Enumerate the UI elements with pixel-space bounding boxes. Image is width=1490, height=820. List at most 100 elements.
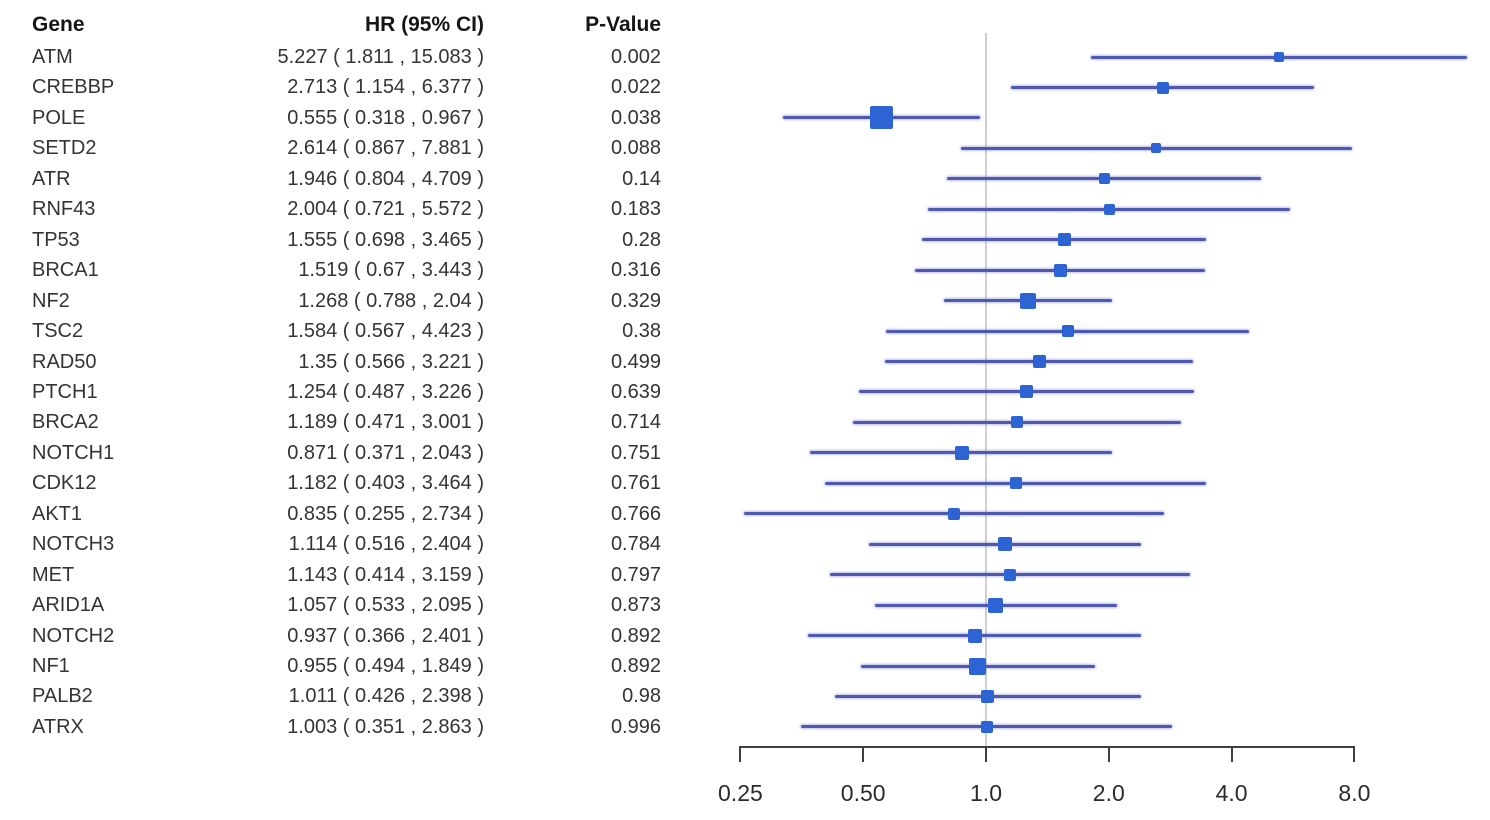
p-value: 0.14 [622,167,661,190]
hr-ci-value: 1.584 ( 0.567 , 4.423 ) [287,320,484,343]
hr-marker-atrx [980,720,993,733]
gene-label: ARID1A [32,594,105,617]
x-axis-tick-8.0 [1353,746,1356,762]
hr-ci-value: 2.614 ( 0.867 , 7.881 ) [287,137,484,160]
hr-ci-value: 1.057 ( 0.533 , 2.095 ) [287,594,484,617]
hr-ci-value: 1.143 ( 0.414 , 3.159 ) [287,563,484,586]
p-value: 0.022 [610,76,661,99]
hr-ci-value: 0.937 ( 0.366 , 2.401 ) [287,624,484,647]
p-value: 0.766 [610,502,661,525]
hr-marker-notch3 [998,537,1013,552]
hr-marker-atr [1098,173,1110,185]
gene-label: PALB2 [32,685,93,708]
p-value: 0.38 [622,320,661,343]
hr-ci-value: 1.003 ( 0.351 , 2.863 ) [287,715,484,738]
x-axis-tick-label-8.0: 8.0 [1338,780,1371,806]
column-header-gene: Gene [32,13,85,36]
p-value: 0.639 [610,380,661,403]
gene-label: BRCA1 [32,259,99,282]
hr-ci-value: 1.35 ( 0.566 , 3.221 ) [298,350,484,373]
hr-marker-met [1003,568,1016,581]
hr-ci-value: 2.004 ( 0.721 , 5.572 ) [287,198,484,221]
hr-ci-value: 5.227 ( 1.811 , 15.083 ) [277,46,484,68]
p-value: 0.873 [610,594,661,617]
p-value: 0.28 [622,228,661,251]
gene-label: NOTCH3 [32,533,115,556]
x-axis-tick-2.0 [1107,746,1110,762]
hr-marker-setd2 [1151,143,1162,154]
p-value: 0.761 [610,472,661,495]
hr-marker-ptch1 [1019,385,1033,399]
x-axis-tick-label-0.50: 0.50 [840,780,886,806]
hr-marker-rad50 [1032,355,1046,368]
hr-marker-brca2 [1010,416,1023,429]
hr-ci-value: 1.268 ( 0.788 , 2.04 ) [298,289,484,312]
hr-marker-pole [870,106,894,130]
p-value: 0.98 [622,685,661,708]
x-axis-line [740,746,1355,748]
hr-marker-brca1 [1053,263,1067,277]
hr-marker-atm [1274,52,1284,62]
p-value: 0.996 [610,715,661,738]
p-value: 0.038 [610,106,661,129]
gene-label: NOTCH2 [32,624,115,647]
p-value: 0.892 [610,655,661,677]
hr-ci-value: 0.955 ( 0.494 , 1.849 ) [287,655,484,677]
x-axis-tick-0.50 [862,746,865,762]
gene-label: RAD50 [32,350,97,373]
x-axis-tick-4.0 [1230,746,1233,762]
gene-label: ATRX [32,715,84,738]
gene-label: AKT1 [32,502,83,525]
p-value: 0.499 [610,350,661,373]
gene-label: CREBBP [32,76,115,99]
hr-ci-value: 1.189 ( 0.471 , 3.001 ) [287,411,484,434]
p-value: 0.797 [610,563,661,586]
hr-ci-value: 1.519 ( 0.67 , 3.443 ) [298,259,484,282]
p-value: 0.714 [610,411,661,434]
p-value: 0.088 [610,137,661,160]
gene-label: MET [32,563,75,586]
hr-ci-value: 1.254 ( 0.487 , 3.226 ) [287,380,484,403]
reference-line-hr-1 [985,33,987,746]
hr-marker-cdk12 [1009,477,1022,490]
p-value: 0.316 [610,259,661,282]
gene-label: TSC2 [32,320,84,343]
column-header-hr-ci: HR (95% CI) [364,13,484,36]
hr-marker-palb2 [981,689,995,703]
hr-ci-value: 0.835 ( 0.255 , 2.734 ) [287,502,484,525]
gene-label: NOTCH1 [32,441,115,464]
x-axis-tick-label-1.0: 1.0 [970,780,1002,806]
hr-ci-value: 1.946 ( 0.804 , 4.709 ) [287,167,484,190]
hr-ci-value: 1.555 ( 0.698 , 3.465 ) [287,228,484,251]
gene-label: ATM [32,46,73,68]
hr-ci-value: 0.871 ( 0.371 , 2.043 ) [287,441,484,464]
hr-marker-nf1 [969,657,987,675]
gene-label: RNF43 [32,198,96,221]
p-value: 0.784 [610,533,661,556]
hr-ci-value: 1.011 ( 0.426 , 2.398 ) [288,685,484,708]
hr-marker-nf2 [1020,292,1037,309]
hr-ci-value: 2.713 ( 1.154 , 6.377 ) [287,76,484,99]
hr-ci-value: 0.555 ( 0.318 , 0.967 ) [287,106,484,129]
p-value: 0.002 [610,46,661,68]
gene-label: ATR [32,167,71,190]
x-axis-tick-1.0 [985,746,987,762]
p-value: 0.329 [610,289,661,312]
p-value: 0.751 [610,441,661,464]
hr-ci-value: 1.182 ( 0.403 , 3.464 ) [287,472,484,495]
p-value: 0.183 [610,198,661,221]
gene-label: POLE [32,106,86,129]
hr-marker-akt1 [948,507,961,520]
hr-marker-crebbp [1156,81,1169,94]
gene-label: NF1 [32,655,70,677]
hr-marker-rnf43 [1103,203,1115,215]
gene-label: SETD2 [32,137,97,160]
hr-marker-notch2 [967,628,982,643]
p-value: 0.892 [610,624,661,647]
gene-label: NF2 [32,289,70,312]
hr-ci-value: 1.114 ( 0.516 , 2.404 ) [288,533,484,556]
gene-label: PTCH1 [32,380,98,403]
hr-marker-notch1 [954,445,969,460]
gene-label: BRCA2 [32,411,99,434]
